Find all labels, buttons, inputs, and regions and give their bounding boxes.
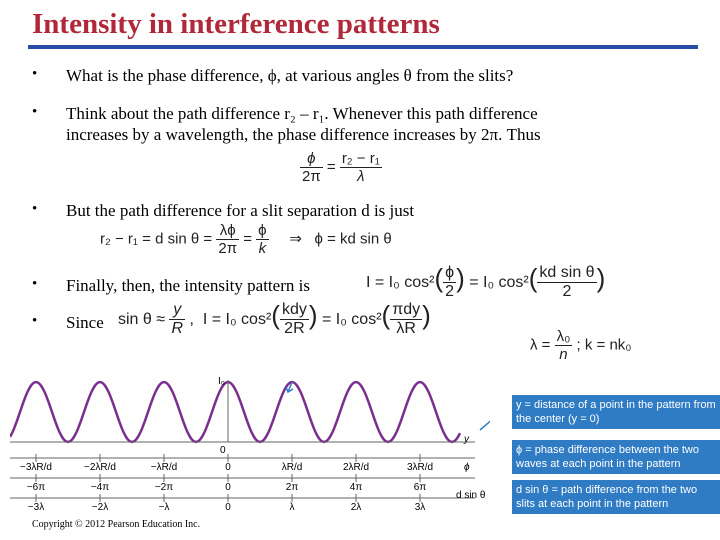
y-tick-label: 0 <box>225 462 231 473</box>
bullet-marker-3: • <box>32 201 38 217</box>
callout-path-definition: d sin θ = path difference from the two s… <box>512 480 720 514</box>
path-tick-label: 3λ <box>415 502 426 513</box>
phi-tick-label: 6π <box>414 482 427 493</box>
path-tick-label: 2λ <box>351 502 362 513</box>
y-tick-label: −λR/d <box>151 462 177 473</box>
equation-intensity: I = I₀ cos²(ϕ 2) = I₀ cos²(kd sin θ 2) <box>366 263 606 301</box>
interference-pattern-figure: I₀ 0 −3λR/d −2λR/d −λR/d 0 λR/d 2λR/d 3λR/d −6π… <box>10 376 490 513</box>
copyright-notice: Copyright © 2012 Pearson Education Inc. <box>32 519 201 530</box>
path-tick-label: −3λ <box>28 502 44 513</box>
phi-tick-label: 4π <box>350 482 363 493</box>
path-tick-label: −λ <box>159 502 170 513</box>
baseline-zero-label: 0 <box>220 445 226 456</box>
bullet-marker-4: • <box>32 276 38 292</box>
axis-label-d-sin-theta: d sin θ <box>456 490 486 501</box>
peak-arrow-icon <box>285 381 294 394</box>
phi-tick-label: −2π <box>155 482 173 493</box>
bullet-path-difference-line2: increases by a wavelength, the phase dif… <box>66 125 541 144</box>
axis-label-y: y <box>463 434 470 445</box>
path-tick-label: λ <box>290 502 295 513</box>
bullet-path-difference-line1: Think about the path difference r₂ – r₁.… <box>66 104 538 123</box>
phi-tick-label: −4π <box>91 482 109 493</box>
peak-label: I₀ <box>218 376 225 387</box>
path-tick-label: 0 <box>225 502 231 513</box>
path-tick-label: −2λ <box>92 502 108 513</box>
intensity-wave <box>10 380 462 444</box>
phi-tick-label: 2π <box>286 482 299 493</box>
slide-title: Intensity in interference patterns <box>32 8 440 40</box>
equation-wavelength-medium: λ = λ₀ n ; k = nk₀ <box>530 328 632 363</box>
title-rule <box>28 45 698 49</box>
bullet-marker-1: • <box>32 66 38 82</box>
phi-tick-label: 0 <box>225 482 231 493</box>
bullet-intensity-pattern: Finally, then, the intensity pattern is <box>66 276 310 295</box>
bullet-marker-5: • <box>32 313 38 329</box>
equation-phase-ratio: ϕ 2π = r₂ − r₁ λ <box>300 150 382 185</box>
bullet-slit-separation: But the path difference for a slit separ… <box>66 201 415 220</box>
y-tick-label: −3λR/d <box>20 462 52 473</box>
y-tick-label: −2λR/d <box>84 462 116 473</box>
axis-label-phi: ϕ <box>464 462 470 473</box>
y-pointer-arrow-icon <box>479 420 490 431</box>
y-tick-label: λR/d <box>282 462 303 473</box>
callout-y-definition: y = distance of a point in the pattern f… <box>512 395 720 429</box>
y-tick-label: 3λR/d <box>407 462 433 473</box>
callout-phi-definition: ϕ = phase difference between the two wav… <box>512 440 720 474</box>
y-tick-label: 2λR/d <box>343 462 369 473</box>
bullet-marker-2: • <box>32 104 38 120</box>
tick-labels: −3λR/d −2λR/d −λR/d 0 λR/d 2λR/d 3λR/d −6π −4π −2… <box>20 454 433 513</box>
phi-tick-label: −6π <box>27 482 45 493</box>
bullet-phase-question: What is the phase difference, ϕ, at vari… <box>66 66 514 85</box>
bullet-since: Since <box>66 313 104 332</box>
